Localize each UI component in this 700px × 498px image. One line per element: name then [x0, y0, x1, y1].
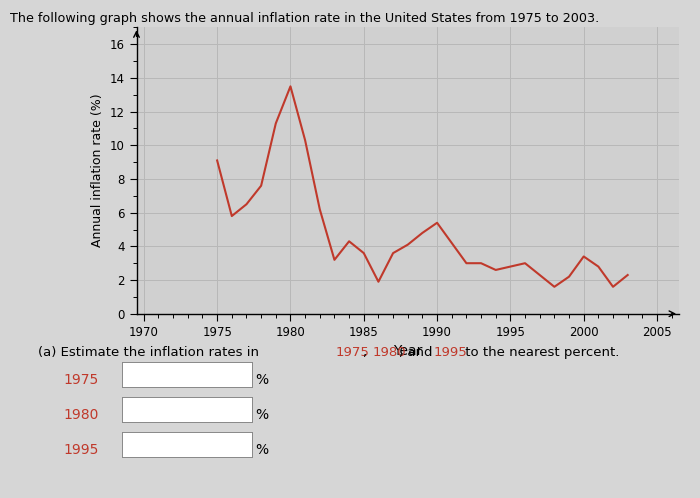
Text: 1980: 1980 — [372, 346, 406, 359]
Text: to the nearest percent.: to the nearest percent. — [461, 346, 619, 359]
Text: ,: , — [363, 346, 371, 359]
Text: 1975: 1975 — [336, 346, 370, 359]
Text: %: % — [256, 373, 269, 387]
Text: 1995: 1995 — [434, 346, 468, 359]
X-axis label: Year: Year — [393, 344, 422, 358]
Text: 1975: 1975 — [63, 373, 98, 387]
Text: (a) Estimate the inflation rates in: (a) Estimate the inflation rates in — [38, 346, 264, 359]
Text: %: % — [256, 408, 269, 422]
Text: %: % — [256, 443, 269, 457]
Text: 1995: 1995 — [63, 443, 99, 457]
Text: The following graph shows the annual inflation rate in the United States from 19: The following graph shows the annual inf… — [10, 12, 600, 25]
Text: , and: , and — [399, 346, 437, 359]
Y-axis label: Annual inflation rate (%): Annual inflation rate (%) — [91, 94, 104, 248]
Text: 1980: 1980 — [63, 408, 99, 422]
